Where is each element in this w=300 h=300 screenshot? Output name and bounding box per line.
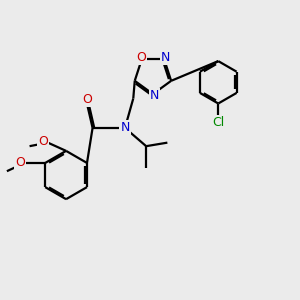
Text: O: O	[15, 157, 25, 169]
Text: O: O	[136, 52, 146, 64]
Text: N: N	[161, 52, 170, 64]
Text: O: O	[82, 93, 92, 106]
Text: N: N	[120, 122, 130, 134]
Text: Cl: Cl	[212, 116, 224, 129]
Text: N: N	[150, 89, 159, 102]
Text: O: O	[38, 135, 48, 148]
